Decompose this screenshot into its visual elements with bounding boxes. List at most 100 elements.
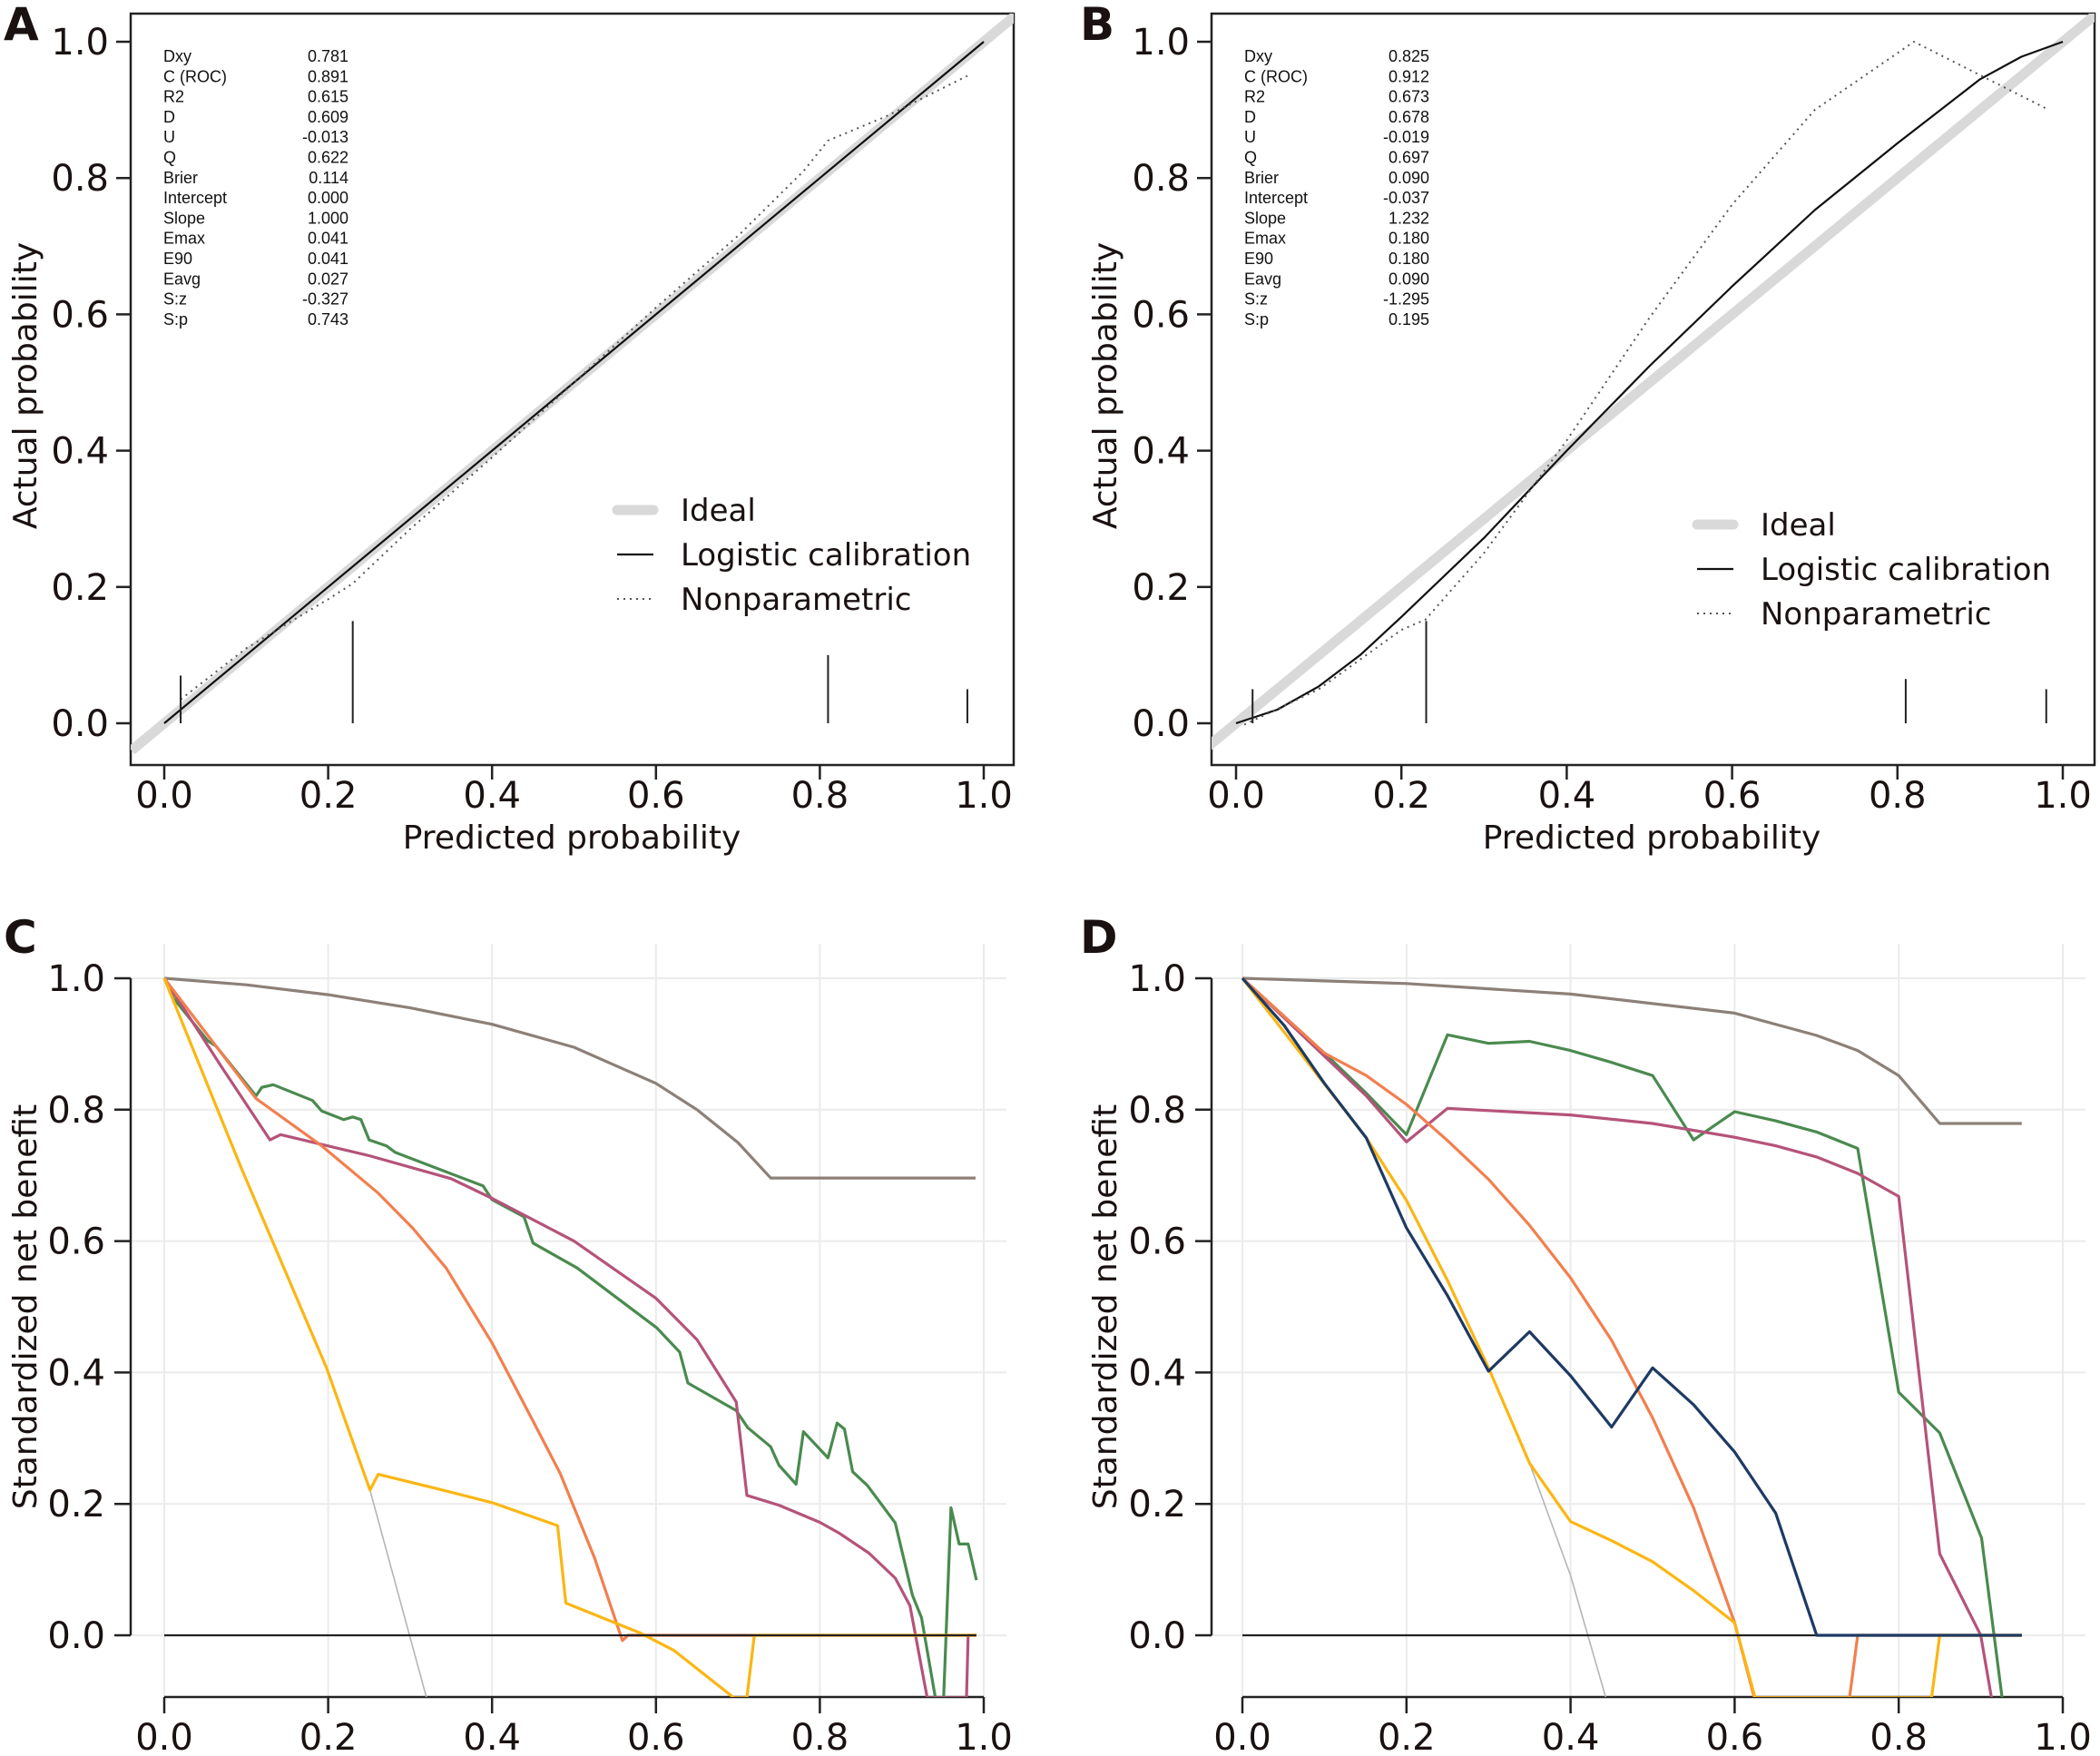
stats-label: C (ROC)	[163, 67, 227, 85]
x-axis-title: Predicted probability	[1483, 819, 1821, 857]
y-axis-title: Standardized net benefit	[1087, 1104, 1124, 1509]
stats-value: 0.673	[1389, 88, 1429, 106]
series-orange	[162, 977, 976, 1643]
y-axis-title: Standardized net benefit	[7, 1104, 44, 1509]
legend-label: Nonparametric	[681, 582, 912, 618]
x-tick-label: 0.6	[1703, 775, 1761, 817]
stats-label: C (ROC)	[1244, 67, 1308, 85]
stats-value: 0.697	[1389, 149, 1429, 167]
plot-area	[1212, 14, 2095, 750]
decision-curve-d: 0.0 0.2 0.4 0.6 0.8 1.0 0.0 0.2 0.4 0.6 0.8 1.0 Stan…	[1087, 944, 2092, 1756]
stats-value: 0.000	[308, 189, 348, 207]
y-tick-label: 0.2	[1132, 567, 1190, 609]
stats-value: 0.781	[308, 47, 348, 65]
stats-label: Q	[1244, 149, 1257, 167]
plot-frame	[129, 12, 1016, 767]
legend-label: Nonparametric	[1761, 596, 1992, 633]
stats-label: Dxy	[163, 47, 191, 65]
y-tick-label: 0.6	[1128, 1221, 1186, 1263]
x-tick-label: 1.0	[2034, 775, 2092, 817]
series-magenta	[162, 977, 976, 1697]
y-tick-label: 0.4	[51, 431, 109, 473]
x-tick-label: 1.0	[955, 1717, 1013, 1756]
series-green	[162, 977, 978, 1697]
stats-label: Eavg	[163, 270, 201, 288]
legend-label: Ideal	[681, 493, 756, 529]
series-logistic-calibration	[163, 41, 985, 724]
series-yellow	[162, 977, 976, 1697]
stats-value: 0.891	[308, 67, 348, 85]
stats-label: D	[1244, 108, 1256, 126]
x-tick-label: 0.0	[135, 775, 193, 817]
stats-value: -1.295	[1383, 290, 1429, 309]
series-orange	[1241, 976, 2022, 1697]
y-tick-label: 0.2	[51, 567, 109, 609]
y-tick-label: 0.8	[51, 158, 109, 200]
y-axis-title: Actual probability	[7, 242, 44, 529]
stats-value: 0.090	[1389, 169, 1429, 187]
stats-value: 0.114	[309, 169, 348, 187]
y-tick-label: 0.8	[47, 1090, 105, 1132]
y-tick-label: 0.2	[1128, 1484, 1186, 1525]
stats-value: 0.615	[308, 88, 348, 106]
stats-label: Intercept	[163, 189, 227, 207]
y-tick-label: 0.4	[47, 1352, 105, 1394]
x-tick-label: 0.8	[791, 1717, 849, 1756]
plot-area	[162, 976, 978, 1697]
panel-letter-a: A	[4, 0, 39, 51]
stats-label: Slope	[1244, 209, 1286, 227]
x-tick-label: 0.0	[1213, 1717, 1271, 1756]
stats-value: 0.041	[308, 250, 348, 268]
x-tick-label: 0.4	[1538, 775, 1596, 817]
stats-value: 0.743	[308, 310, 348, 329]
x-tick-label: 0.6	[627, 1717, 685, 1756]
series-ideal	[1212, 14, 2095, 750]
stats-value: -0.013	[302, 128, 348, 146]
y-axis-title: Actual probability	[1087, 242, 1124, 529]
y-tick-label: 0.0	[51, 703, 109, 745]
stats-value: 0.180	[1389, 250, 1429, 268]
series-gray-upper	[163, 976, 976, 1180]
stats-label: E90	[1244, 250, 1273, 268]
panel-letter-b: B	[1080, 0, 1114, 51]
y-tick-label: 0.4	[1132, 431, 1190, 473]
series-gray-thin	[1528, 1463, 1607, 1697]
y-tick-label: 1.0	[1132, 22, 1190, 64]
x-tick-label: 0.8	[1869, 1717, 1928, 1756]
stats-value: 1.232	[1389, 209, 1429, 227]
series-yellow	[1241, 977, 2022, 1697]
legend-label: Logistic calibration	[681, 537, 971, 574]
series-gray-upper	[1241, 976, 2022, 1125]
y-tick-label: 0.6	[51, 294, 109, 336]
x-tick-label: 0.8	[1869, 775, 1927, 817]
stats-value: 0.090	[1389, 270, 1429, 288]
series-gray-thin	[368, 1489, 427, 1697]
stats-value: 0.027	[308, 270, 348, 288]
y-tick-label: 0.0	[1132, 703, 1190, 745]
stats-value: 0.678	[1389, 108, 1429, 126]
plot-frame	[1210, 12, 2096, 767]
stats-value: 1.000	[308, 209, 348, 227]
stats-label: S:z	[163, 290, 187, 309]
y-tick-label: 0.0	[47, 1615, 105, 1657]
stats-label: R2	[163, 88, 184, 106]
stats-label: Brier	[1244, 169, 1279, 187]
series-magenta	[1241, 976, 1993, 1697]
series-navy	[1241, 976, 2022, 1637]
x-tick-label: 1.0	[2034, 1717, 2092, 1756]
stats-label: S:p	[163, 310, 188, 329]
x-tick-label: 0.8	[791, 775, 849, 817]
stats-label: S:z	[1244, 290, 1268, 309]
y-tick-label: 0.0	[1128, 1615, 1186, 1657]
stats-label: Q	[163, 149, 176, 167]
x-tick-label: 0.4	[463, 775, 521, 817]
x-tick-label: 0.2	[299, 775, 358, 817]
y-tick-label: 0.4	[1128, 1352, 1186, 1394]
stats-label: Intercept	[1244, 189, 1308, 207]
y-tick-label: 1.0	[1128, 958, 1186, 1000]
plot-area	[131, 14, 1014, 755]
stats-label: U	[163, 128, 175, 146]
x-tick-label: 0.4	[463, 1717, 521, 1756]
x-tick-label: 0.6	[627, 775, 685, 817]
